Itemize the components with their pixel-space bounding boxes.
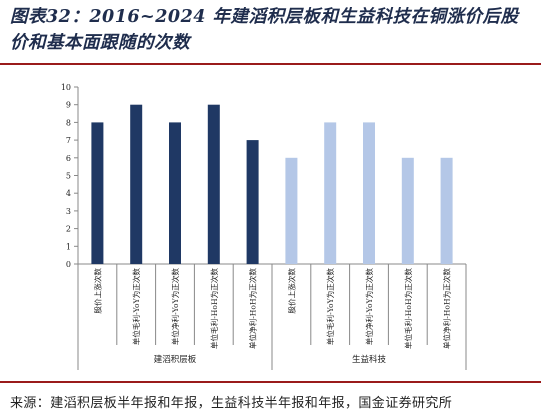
bar bbox=[246, 140, 259, 264]
y-tick-label: 7 bbox=[66, 136, 71, 145]
category-label: 单位毛利-YoY为正次数 bbox=[325, 268, 335, 346]
category-label: 单位毛利-YoY为正次数 bbox=[131, 268, 141, 346]
y-tick-label: 3 bbox=[66, 207, 71, 216]
bar bbox=[207, 104, 220, 264]
figure-title: 图表32：2016~2024 年建滔积层板和生益科技在铜涨价后股价和基本面跟随的… bbox=[10, 7, 519, 53]
bar bbox=[440, 157, 453, 264]
y-tick-label: 6 bbox=[66, 154, 71, 163]
bar bbox=[91, 122, 104, 265]
category-label: 单位毛利-HoH为正次数 bbox=[209, 268, 219, 350]
y-tick-label: 2 bbox=[66, 225, 71, 234]
category-label: 股价上涨次数 bbox=[92, 268, 102, 314]
y-tick-label: 1 bbox=[66, 242, 71, 251]
category-label: 单位净利-HoH为正次数 bbox=[248, 268, 258, 350]
bar bbox=[401, 157, 414, 264]
y-tick-label: 4 bbox=[66, 189, 71, 198]
y-tick-label: 10 bbox=[61, 83, 71, 92]
y-tick-label: 8 bbox=[66, 118, 71, 127]
group-label: 建滔积层板 bbox=[154, 354, 197, 365]
bar bbox=[363, 122, 375, 265]
source-note: 来源：建滔积层板半年报和年报，生益科技半年报和年报，国金证券研究所 bbox=[10, 396, 453, 411]
y-tick-label: 5 bbox=[66, 172, 71, 181]
bar bbox=[285, 157, 298, 264]
category-label: 股价上涨次数 bbox=[286, 268, 296, 314]
y-tick-label: 0 bbox=[66, 260, 71, 269]
category-label: 单位毛利-HoH为正次数 bbox=[403, 268, 413, 350]
group-label: 生益科技 bbox=[352, 354, 387, 365]
bar bbox=[130, 104, 143, 264]
bar bbox=[169, 122, 181, 265]
category-label: 单位净利-YoY为正次数 bbox=[364, 268, 374, 346]
title-divider bbox=[0, 63, 541, 65]
category-label: 单位净利-HoH为正次数 bbox=[442, 268, 452, 350]
bar bbox=[324, 122, 337, 265]
category-label: 单位净利-YoY为正次数 bbox=[170, 268, 180, 346]
y-tick-label: 9 bbox=[66, 101, 71, 110]
bar-chart: 0 1 2 3 4 5 6 7 8 9 10 股价上涨次数 单位毛利-YoY为正次数 单位净利-YoY为正… bbox=[61, 83, 467, 370]
source-divider bbox=[0, 381, 541, 383]
